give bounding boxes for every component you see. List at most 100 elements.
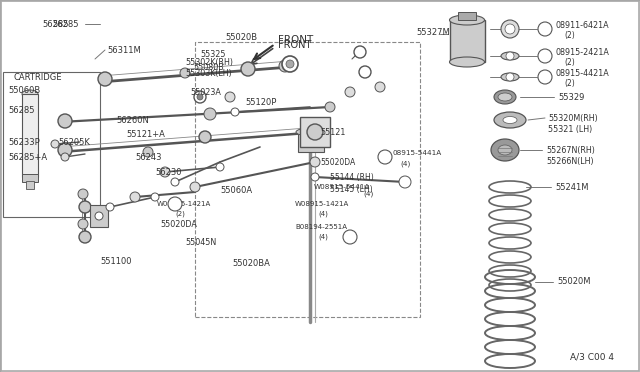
Ellipse shape xyxy=(501,73,519,81)
Circle shape xyxy=(399,176,411,188)
Circle shape xyxy=(180,68,190,78)
Text: 56233P: 56233P xyxy=(8,138,40,147)
Text: 55060B: 55060B xyxy=(8,86,40,94)
Bar xyxy=(300,117,330,147)
Circle shape xyxy=(130,192,140,202)
Text: 55325: 55325 xyxy=(200,49,225,58)
Circle shape xyxy=(241,62,255,76)
Circle shape xyxy=(78,189,88,199)
Circle shape xyxy=(216,163,224,171)
Text: 56260N: 56260N xyxy=(116,115,149,125)
Text: 55267N(RH): 55267N(RH) xyxy=(546,145,595,154)
Circle shape xyxy=(311,173,319,181)
Text: W: W xyxy=(379,154,385,160)
Circle shape xyxy=(315,125,325,135)
Circle shape xyxy=(79,231,91,243)
Ellipse shape xyxy=(296,128,326,136)
Ellipse shape xyxy=(494,90,516,104)
Text: 55121+A: 55121+A xyxy=(126,129,165,138)
Text: 55020DA: 55020DA xyxy=(320,157,355,167)
Text: (2): (2) xyxy=(175,211,185,217)
Circle shape xyxy=(204,108,216,120)
Circle shape xyxy=(194,91,206,103)
Text: (4): (4) xyxy=(364,191,374,197)
Text: 55020BA: 55020BA xyxy=(232,260,270,269)
Text: (4): (4) xyxy=(318,234,328,240)
Text: 55144 (RH): 55144 (RH) xyxy=(330,173,374,182)
Ellipse shape xyxy=(494,112,526,128)
Text: (2): (2) xyxy=(564,31,575,39)
Text: (4): (4) xyxy=(400,161,410,167)
Circle shape xyxy=(307,124,323,140)
Circle shape xyxy=(190,182,200,192)
Circle shape xyxy=(354,46,366,58)
Circle shape xyxy=(58,114,72,128)
Text: 55303K(LH): 55303K(LH) xyxy=(185,68,232,77)
Text: 55020B: 55020B xyxy=(225,32,257,42)
Text: 56285+A: 56285+A xyxy=(8,153,47,161)
Ellipse shape xyxy=(501,52,519,60)
Ellipse shape xyxy=(22,90,38,98)
Bar xyxy=(450,20,485,62)
Circle shape xyxy=(199,131,211,143)
Circle shape xyxy=(225,92,235,102)
Text: 55080B: 55080B xyxy=(193,62,224,71)
Bar xyxy=(458,12,476,20)
Circle shape xyxy=(279,60,291,72)
Text: 55020M: 55020M xyxy=(557,278,591,286)
Circle shape xyxy=(79,201,91,213)
Circle shape xyxy=(61,153,69,161)
Text: 55145 (LH): 55145 (LH) xyxy=(330,185,372,193)
Circle shape xyxy=(231,108,239,116)
Text: 55241M: 55241M xyxy=(555,183,589,192)
Ellipse shape xyxy=(503,116,517,124)
Text: N: N xyxy=(539,25,545,33)
Text: 55320M(RH): 55320M(RH) xyxy=(548,113,598,122)
Text: B08194-2551A: B08194-2551A xyxy=(295,224,347,230)
Text: 08915-5441A: 08915-5441A xyxy=(393,150,442,156)
Circle shape xyxy=(143,147,153,157)
Text: 55266N(LH): 55266N(LH) xyxy=(546,157,594,166)
Text: A/3 C00 4: A/3 C00 4 xyxy=(570,353,614,362)
Bar xyxy=(22,94,38,177)
Circle shape xyxy=(378,150,392,164)
Circle shape xyxy=(310,157,320,167)
Circle shape xyxy=(501,20,519,38)
Text: 55302K(RH): 55302K(RH) xyxy=(185,58,233,67)
Circle shape xyxy=(58,143,72,157)
Circle shape xyxy=(538,70,552,84)
Text: 55020DA: 55020DA xyxy=(160,219,197,228)
Circle shape xyxy=(95,212,103,220)
Circle shape xyxy=(197,94,203,100)
Text: 55060A: 55060A xyxy=(220,186,252,195)
Text: W08915-1421A: W08915-1421A xyxy=(295,201,349,207)
Text: W: W xyxy=(539,54,545,58)
Text: 56285: 56285 xyxy=(8,106,35,115)
Text: 55045N: 55045N xyxy=(185,237,216,247)
Circle shape xyxy=(106,203,114,211)
Circle shape xyxy=(171,178,179,186)
Circle shape xyxy=(506,73,514,81)
Circle shape xyxy=(345,87,355,97)
Text: 56243: 56243 xyxy=(135,153,161,161)
Circle shape xyxy=(359,66,371,78)
Text: 55121: 55121 xyxy=(320,128,346,137)
Bar xyxy=(22,174,38,182)
Bar xyxy=(3,72,100,217)
Circle shape xyxy=(78,219,88,229)
Bar xyxy=(26,181,34,189)
Text: W: W xyxy=(169,202,175,206)
Circle shape xyxy=(160,167,170,177)
Text: 551100: 551100 xyxy=(100,257,131,266)
Circle shape xyxy=(51,140,59,148)
Text: FRONT: FRONT xyxy=(278,35,313,45)
Text: 56285: 56285 xyxy=(42,19,68,29)
Ellipse shape xyxy=(498,93,512,101)
Text: 56285: 56285 xyxy=(52,19,79,29)
Text: 55329: 55329 xyxy=(558,93,584,102)
Circle shape xyxy=(325,102,335,112)
Circle shape xyxy=(282,56,298,72)
Text: (2): (2) xyxy=(564,78,575,87)
Ellipse shape xyxy=(498,145,512,155)
Text: 56205K: 56205K xyxy=(58,138,90,147)
